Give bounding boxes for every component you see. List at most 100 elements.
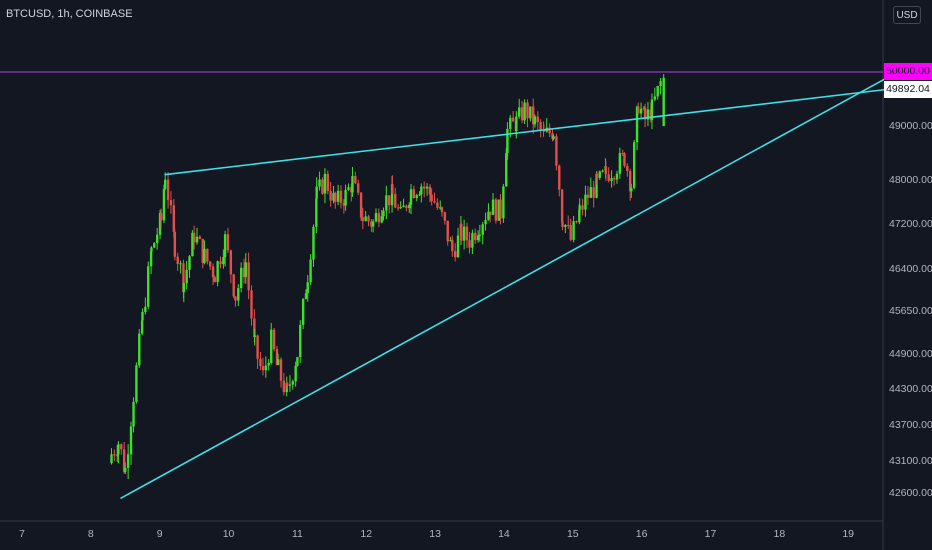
candle-body: [179, 263, 182, 265]
candle-body: [253, 318, 256, 338]
candle-body: [453, 251, 457, 258]
candle-body: [120, 444, 123, 450]
candle-body: [391, 184, 394, 194]
candle-body: [607, 174, 610, 181]
candle-body: [420, 186, 423, 195]
y-tick-label: 49000.00: [889, 120, 932, 132]
candle-body: [332, 192, 335, 201]
candle-body: [515, 116, 518, 132]
candle-body: [567, 224, 570, 226]
candle-body: [491, 199, 495, 215]
candle-body: [575, 221, 578, 223]
candle-body: [357, 183, 360, 193]
candle-body: [309, 259, 312, 283]
candle-body: [440, 207, 444, 213]
candle-body: [195, 236, 199, 243]
symbol-title: BTCUSD, 1h, COINBASE: [6, 8, 133, 20]
candle-body: [505, 153, 508, 187]
candle-body: [595, 173, 598, 198]
candle-body: [116, 454, 119, 456]
x-tick-label: 12: [360, 528, 372, 540]
candle-body: [388, 195, 391, 206]
candle-body: [462, 226, 466, 241]
candle-body: [155, 234, 159, 244]
candle-body: [122, 449, 126, 472]
candle-body: [234, 296, 237, 301]
candle-body: [623, 153, 626, 166]
candle-body: [578, 205, 581, 210]
candle-body: [446, 220, 449, 242]
candle-body: [511, 117, 515, 122]
candle-body: [487, 211, 490, 220]
candle-body: [299, 324, 302, 358]
candle-body: [385, 195, 388, 211]
candle-body: [601, 170, 604, 172]
candle-body: [595, 173, 599, 178]
candle-body: [318, 179, 321, 187]
candle-body: [628, 170, 632, 192]
candle-body: [484, 219, 487, 225]
candle-body: [425, 186, 429, 189]
candle-body: [113, 454, 116, 456]
candle-body: [465, 226, 469, 241]
candle-body: [223, 234, 227, 258]
candle-body: [110, 454, 113, 464]
candle-body: [272, 329, 276, 350]
candle-body: [306, 282, 309, 294]
candle-body: [296, 357, 299, 366]
candle-body: [371, 221, 375, 227]
candle-body: [150, 247, 153, 252]
candle-body: [380, 216, 383, 223]
candle-body: [242, 267, 246, 277]
candle-body: [555, 136, 558, 166]
candle-body: [285, 382, 289, 386]
candle-body: [138, 333, 141, 366]
candles-layer: [110, 74, 665, 480]
candle-body: [581, 205, 584, 210]
candle-body: [261, 366, 265, 371]
candle-body: [476, 235, 480, 241]
candle-body: [124, 467, 127, 472]
candle-body: [589, 187, 593, 198]
candle-body: [339, 190, 343, 203]
candle-body: [390, 184, 394, 206]
candle-body: [474, 233, 477, 241]
x-tick-label: 10: [223, 528, 235, 540]
candle-body: [468, 240, 471, 248]
candle-body: [213, 277, 216, 283]
candle-body: [147, 266, 150, 307]
candle-body: [206, 248, 209, 262]
candle-body: [639, 108, 643, 114]
level-price-tag: 50000.00: [884, 63, 932, 80]
candle-body: [364, 216, 367, 222]
candle-body: [621, 153, 624, 155]
candle-body: [270, 329, 273, 364]
candle-body: [374, 213, 378, 222]
candle-body: [656, 86, 659, 97]
candle-body: [551, 133, 554, 139]
candle-body: [203, 248, 206, 263]
currency-button[interactable]: USD: [893, 6, 921, 24]
candle-body: [586, 194, 590, 198]
x-axis: 7 8 9 10 11 12 13 14 15 16 17 18 19: [19, 528, 854, 540]
candle-body: [502, 186, 505, 219]
candle-body: [291, 381, 295, 385]
candle-body: [443, 212, 447, 221]
candle-body: [279, 359, 283, 381]
x-tick-label: 19: [842, 528, 854, 540]
candle-body: [394, 193, 397, 208]
candle-body: [382, 210, 385, 217]
candle-body: [518, 107, 521, 117]
candle-body: [433, 201, 436, 203]
candle-body: [615, 173, 619, 180]
candle-body: [219, 261, 222, 265]
candle-body: [632, 142, 636, 188]
candle-body: [506, 128, 509, 154]
candle-body: [408, 204, 411, 209]
candle-body: [336, 190, 340, 202]
candle-body: [334, 192, 337, 202]
candle-body: [361, 217, 365, 222]
candle-body: [239, 267, 243, 289]
candle-body: [612, 178, 616, 180]
